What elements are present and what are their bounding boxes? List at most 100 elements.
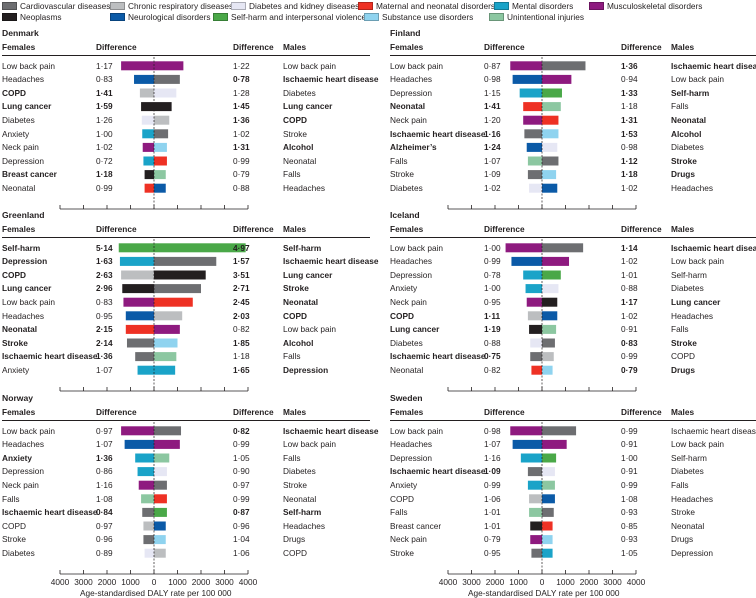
female-label: Neonatal	[390, 101, 426, 112]
x-axis-label: Age-standardised DALY rate per 100 000	[468, 588, 620, 598]
x-tick-label: 2000	[579, 577, 599, 587]
female-bar	[526, 297, 542, 307]
male-label: Stroke	[671, 155, 697, 166]
male-bar	[542, 352, 554, 362]
female-label: Neck pain	[390, 534, 427, 545]
female-label: Headaches	[390, 74, 432, 85]
female-label: Ischaemic heart disease	[2, 507, 98, 518]
female-ratio: 0·96	[96, 534, 113, 545]
female-label: Neck pain	[2, 142, 39, 153]
header-difference: Difference	[96, 42, 137, 52]
female-bar	[135, 453, 154, 463]
female-ratio: 1·63	[96, 256, 113, 267]
bar-chart	[59, 57, 249, 210]
male-bar	[542, 183, 558, 193]
female-bar	[142, 507, 154, 517]
panel-sweden: Sweden Females Difference Difference Males Lo…	[388, 393, 756, 598]
female-bar	[118, 243, 154, 253]
female-ratio: 0·98	[484, 74, 501, 85]
female-ratio: 1·11	[484, 310, 501, 321]
female-bar	[135, 352, 154, 362]
x-tick-label: 1000	[121, 577, 140, 587]
male-ratio: 0·93	[621, 507, 638, 518]
female-bar	[529, 494, 542, 504]
female-ratio: 0·86	[96, 466, 113, 477]
male-bar	[154, 74, 180, 84]
male-ratio: 0·99	[233, 155, 250, 166]
female-label: Depression	[2, 155, 44, 166]
female-bar	[530, 521, 542, 531]
legend-swatch	[2, 2, 17, 10]
male-ratio: 1·65	[233, 364, 250, 375]
male-ratio: 1·05	[233, 452, 250, 463]
female-label: Ischaemic heart disease	[390, 351, 486, 362]
x-tick-label: 1000	[556, 577, 575, 587]
male-ratio: 0·79	[621, 364, 638, 375]
male-bar	[542, 102, 561, 112]
male-bar	[154, 548, 166, 558]
female-label: COPD	[390, 493, 414, 504]
female-label: COPD	[390, 310, 414, 321]
male-ratio: 0·87	[233, 507, 250, 518]
male-label: Headaches	[283, 182, 325, 193]
header-difference: Difference	[96, 224, 137, 234]
male-bar	[154, 521, 166, 531]
female-bar	[527, 156, 542, 166]
male-bar	[154, 507, 167, 517]
female-label: Headaches	[2, 439, 44, 450]
male-ratio: 1·02	[621, 256, 638, 267]
female-ratio: 0·83	[96, 74, 113, 85]
male-label: Self-harm	[671, 452, 707, 463]
male-bar	[542, 365, 553, 375]
legend-item: Cardiovascular diseases	[2, 1, 110, 11]
male-label: Self-harm	[671, 87, 710, 98]
female-label: Falls	[390, 507, 408, 518]
female-label: Headaches	[2, 310, 44, 321]
male-bar	[542, 129, 559, 139]
x-tick-label: 4000	[626, 577, 646, 587]
male-label: Alcohol	[283, 142, 314, 153]
female-bar	[124, 439, 154, 449]
male-label: Alcohol	[671, 128, 702, 139]
legend-label: Cardiovascular diseases	[20, 1, 111, 11]
legend: Cardiovascular diseases Chronic respirato…	[0, 0, 756, 22]
female-ratio: 1·15	[484, 87, 501, 98]
female-label: COPD	[2, 87, 26, 98]
male-label: Drugs	[671, 364, 695, 375]
female-bar	[527, 170, 542, 180]
female-ratio: 0·88	[484, 337, 501, 348]
male-ratio: 1·53	[621, 128, 638, 139]
female-bar	[142, 142, 154, 152]
female-label: Headaches	[2, 74, 44, 85]
male-label: Self-harm	[283, 242, 322, 253]
male-ratio: 1·12	[621, 155, 638, 166]
male-bar	[154, 439, 180, 449]
female-bar	[523, 270, 542, 280]
female-label: Stroke	[2, 337, 28, 348]
female-ratio: 1·17	[96, 60, 113, 71]
male-bar	[154, 324, 180, 334]
male-ratio: 1·28	[233, 87, 250, 98]
female-label: Low back pain	[2, 60, 56, 71]
legend-item: Unintentional injuries	[489, 12, 584, 22]
male-label: Neonatal	[283, 493, 317, 504]
male-ratio: 0·85	[621, 520, 638, 531]
female-ratio: 0·75	[484, 351, 501, 362]
female-ratio: 1·41	[484, 101, 501, 112]
male-ratio: 0·96	[233, 520, 250, 531]
male-ratio: 3·51	[233, 269, 250, 280]
male-ratio: 1·45	[233, 101, 250, 112]
female-label: Alzheimer’s	[390, 142, 437, 153]
female-bar	[143, 156, 154, 166]
panel-finland: Finland Females Difference Difference Males L…	[388, 28, 756, 218]
male-label: Headaches	[671, 310, 713, 321]
header-females: Females	[390, 224, 424, 234]
male-label: Ischaemic heart disease	[283, 256, 379, 267]
female-label: Diabetes	[390, 182, 423, 193]
male-label: Low back pain	[283, 60, 337, 71]
female-ratio: 1·08	[96, 493, 113, 504]
male-bar	[154, 311, 183, 321]
male-bar	[542, 74, 572, 84]
legend-swatch	[489, 13, 504, 21]
female-bar	[530, 352, 542, 362]
